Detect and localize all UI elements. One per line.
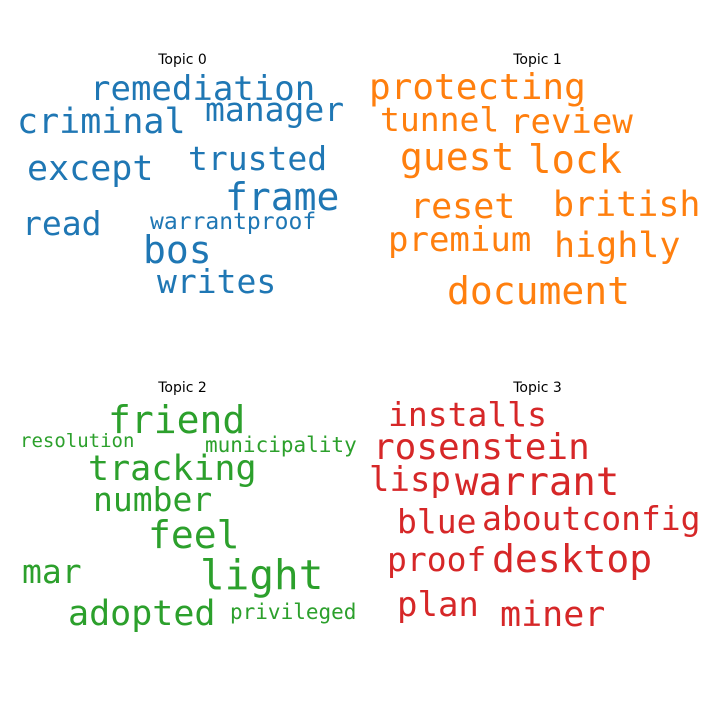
wordcloud-word: reset	[410, 187, 516, 227]
wordcloud-word: privileged	[230, 600, 357, 624]
wordcloud-word: lisp	[369, 460, 451, 500]
wordcloud-word: read	[22, 204, 102, 243]
topic-2-wordcloud: Topic 2 friend resolution municipality track…	[0, 330, 365, 690]
wordcloud-word: remediation	[90, 69, 316, 109]
wordcloud-word: lock	[528, 138, 622, 183]
wordcloud-word: criminal	[17, 102, 186, 142]
topic-3-wordcloud: Topic 3 installs rosenstein lisp warrant blue…	[355, 330, 720, 690]
wordcloud-word: review	[510, 102, 633, 142]
wordcloud-word: premium	[388, 220, 532, 260]
wordcloud-word: tunnel	[380, 100, 500, 139]
wordcloud-word: resolution	[20, 430, 135, 452]
wordcloud-word: miner	[500, 595, 606, 635]
wordcloud-word: light	[200, 551, 324, 599]
topic-title: Topic 0	[158, 52, 207, 68]
wordcloud-word: trusted	[188, 139, 328, 178]
wordcloud-word: highly	[554, 226, 681, 266]
wordcloud-word: municipality	[205, 433, 357, 457]
wordcloud-word: number	[93, 480, 213, 519]
wordcloud-word: tracking	[88, 449, 257, 489]
wordcloud-word: feel	[148, 513, 240, 557]
wordcloud-word: desktop	[492, 537, 653, 581]
wordcloud-word: plan	[397, 585, 479, 625]
wordcloud-word: guest	[400, 135, 515, 179]
wordcloud-word: bos	[143, 228, 212, 272]
topic-1-wordcloud: Topic 1 protecting tunnel review guest lock re…	[355, 0, 720, 360]
wordcloud-word: installs	[388, 395, 547, 434]
wordcloud-word: british	[553, 185, 701, 225]
wordcloud-word: aboutconfig	[482, 499, 701, 538]
wordcloud-word: except	[27, 149, 154, 189]
topic-title: Topic 1	[513, 52, 562, 68]
wordcloud-word: warrantproof	[150, 209, 317, 235]
topic-0-wordcloud: Topic 0 remediation manager criminal except t…	[0, 0, 365, 360]
wordcloud-word: mar	[22, 552, 82, 591]
wordcloud-word: protecting	[369, 67, 586, 108]
wordcloud-word: document	[447, 269, 631, 313]
wordcloud-word: proof	[387, 540, 487, 579]
wordcloud-word: adopted	[68, 594, 216, 634]
wordcloud-word: friend	[108, 398, 246, 442]
wordcloud-word: writes	[157, 262, 277, 301]
wordcloud-word: rosenstein	[373, 427, 590, 468]
wordcloud-word: frame	[225, 175, 340, 219]
topic-title: Topic 3	[513, 380, 562, 396]
wordcloud-word: manager	[205, 90, 345, 129]
wordcloud-word: warrant	[455, 460, 620, 505]
wordcloud-word: blue	[397, 502, 477, 541]
topic-title: Topic 2	[158, 380, 207, 396]
